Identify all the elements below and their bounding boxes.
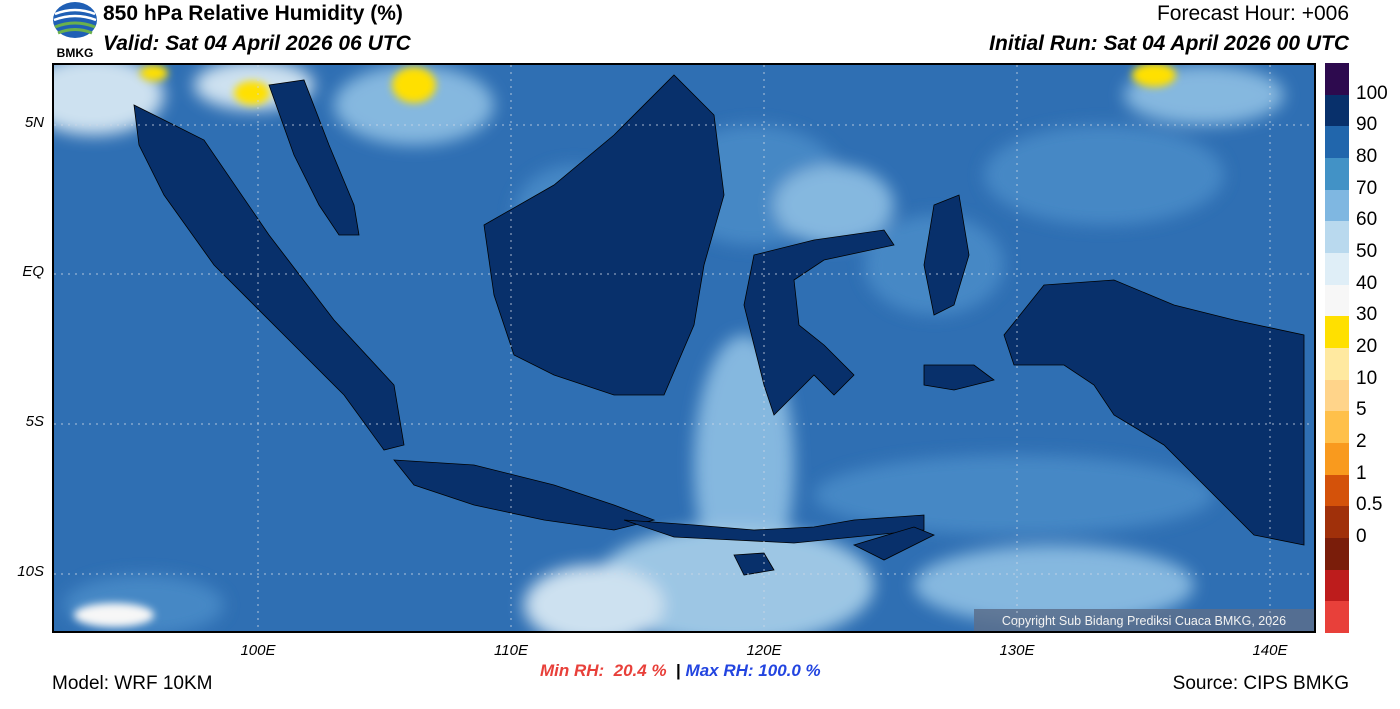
lat-label-5n: 5N: [24, 114, 44, 131]
svg-text:BMKG: BMKG: [57, 46, 94, 60]
forecast-hour: Forecast Hour: +006: [1156, 2, 1349, 25]
humidity-map: Copyright Sub Bidang Prediksi Cuaca BMKG…: [52, 63, 1316, 633]
lon-label-130e: 130E: [999, 642, 1035, 659]
colorbar-cell: [1325, 63, 1349, 95]
colorbar-cell: [1325, 474, 1349, 507]
lon-label-120e: 120E: [746, 642, 782, 659]
source-name: Source: CIPS BMKG: [1172, 673, 1349, 694]
stats-separator: |: [676, 661, 681, 680]
colorbar-cell: [1325, 94, 1349, 127]
initial-run: Initial Run: Sat 04 April 2026 00 UTC: [989, 32, 1349, 55]
min-rh: Min RH: 20.4 %: [540, 661, 667, 680]
map-canvas: Copyright Sub Bidang Prediksi Cuaca BMKG…: [54, 65, 1314, 631]
colorbar-label: 100: [1356, 82, 1388, 104]
colorbar-cell: [1325, 347, 1349, 380]
lon-label-100e: 100E: [240, 642, 276, 659]
colorbar-label: 50: [1356, 241, 1378, 262]
colorbar-label: 70: [1356, 177, 1378, 199]
colorbar-label: 0.5: [1356, 494, 1383, 516]
colorbar-cell: [1325, 126, 1349, 158]
valid-time: Valid: Sat 04 April 2026 06 UTC: [103, 32, 411, 55]
colorbar-cell: [1325, 411, 1349, 443]
colorbar-label: 60: [1356, 209, 1378, 231]
colorbar-cell: [1325, 537, 1349, 570]
lon-label-110e: 110E: [494, 642, 528, 659]
chart-title: 850 hPa Relative Humidity (%): [103, 2, 403, 25]
colorbar-label: 80: [1356, 146, 1378, 167]
colorbar-cell: [1325, 569, 1349, 602]
colorbar-cell: [1325, 189, 1349, 222]
colorbar-label: 1: [1356, 462, 1367, 484]
colorbar-cell: [1325, 284, 1349, 317]
colorbar-label: 5: [1356, 399, 1367, 421]
lat-label-10s: 10S: [17, 563, 44, 580]
colorbar-cell: [1325, 157, 1349, 190]
bmkg-logo: BMKG: [53, 2, 97, 60]
max-rh: Max RH: 100.0 %: [685, 661, 821, 680]
lat-label-5s: 5S: [25, 413, 44, 430]
colorbar-cell: [1325, 316, 1349, 348]
colorbar-label: 30: [1356, 304, 1378, 326]
colorbar-label: 2: [1356, 431, 1367, 452]
colorbar-label: 90: [1356, 114, 1378, 136]
colorbar-cell: [1325, 221, 1349, 253]
model-name: Model: WRF 10KM: [52, 673, 213, 694]
colorbar-cell: [1325, 252, 1349, 285]
colorbar: [1325, 63, 1349, 633]
colorbar-label: 20: [1356, 336, 1378, 357]
lon-label-140e: 140E: [1252, 642, 1288, 659]
copyright-note: Copyright Sub Bidang Prediksi Cuaca BMKG…: [1002, 614, 1286, 628]
rh-stats: Min RH: 20.4 % | Max RH: 100.0 %: [540, 661, 821, 681]
colorbar-label: 40: [1356, 272, 1378, 294]
colorbar-cell: [1325, 506, 1349, 538]
colorbar-cell: [1325, 442, 1349, 475]
colorbar-label: 10: [1356, 367, 1378, 389]
colorbar-cell: [1325, 379, 1349, 412]
lat-label-eq: EQ: [22, 263, 44, 280]
colorbar-cell: [1325, 601, 1349, 633]
colorbar-label: 0: [1356, 526, 1367, 547]
